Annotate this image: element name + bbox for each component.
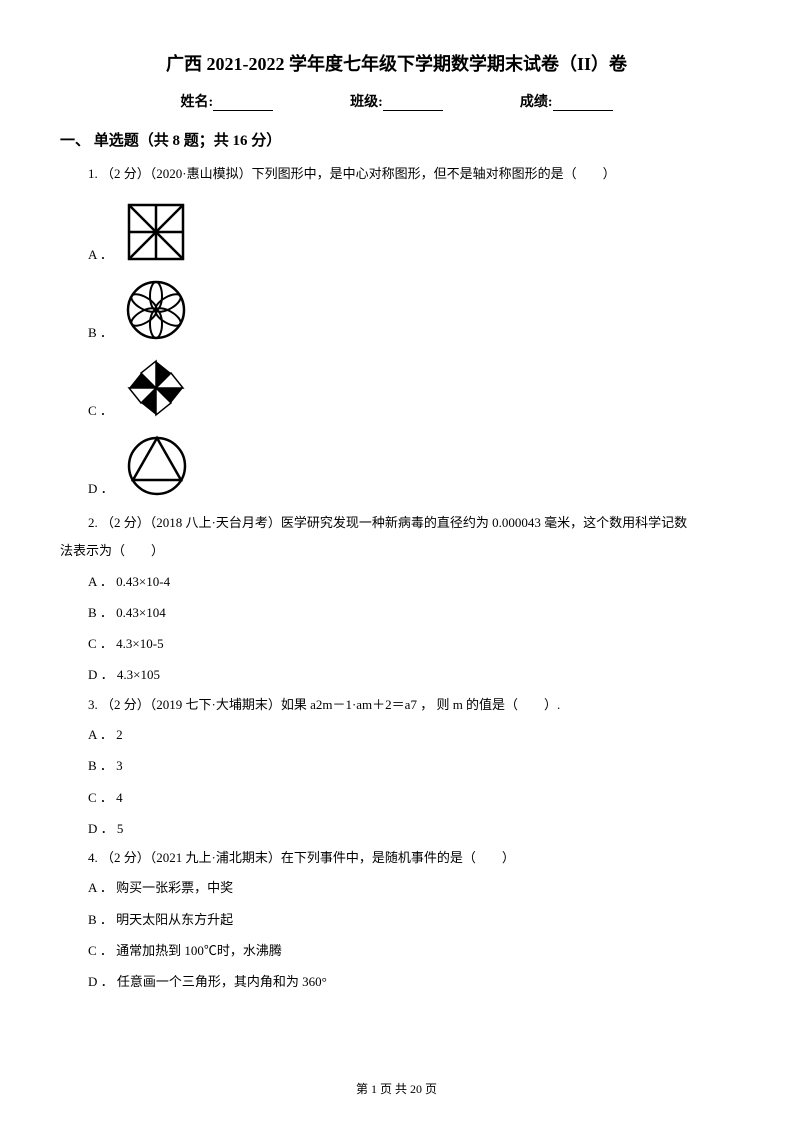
exam-title: 广西 2021-2022 学年度七年级下学期数学期末试卷（II）卷 — [60, 50, 733, 76]
q2-option-d: D ． 4.3×105 — [88, 659, 733, 690]
question-1-text: 1. （2 分）（2020·惠山模拟）下列图形中，是中心对称图形，但不是轴对称图… — [88, 160, 733, 189]
q1-option-a: A ． — [88, 197, 733, 267]
q1-opt-c-label: C ． — [88, 400, 113, 423]
page-footer: 第 1 页 共 20 页 — [0, 1080, 793, 1097]
q3-option-b: B ． 3 — [88, 750, 733, 781]
q3-option-c: C ． 4 — [88, 782, 733, 813]
q4-option-b: B ． 明天太阳从东方升起 — [88, 904, 733, 935]
q1-option-b: B ． — [88, 275, 733, 345]
shape-flower-circle-icon — [121, 275, 191, 345]
q2-option-a: A ． 0.43×10-4 — [88, 566, 733, 597]
q4-option-c: C ． 通常加热到 100℃时，水沸腾 — [88, 935, 733, 966]
q3-option-a: A ． 2 — [88, 719, 733, 750]
score-blank[interactable] — [553, 97, 613, 111]
student-info-row: 姓名: 班级: 成绩: — [60, 91, 733, 111]
q3-option-d: D ． 5 — [88, 813, 733, 844]
q2-option-c: C ． 4.3×10-5 — [88, 628, 733, 659]
q1-opt-a-label: A ． — [88, 244, 113, 267]
shape-triangle-circle-icon — [122, 431, 192, 501]
q1-opt-b-label: B ． — [88, 322, 113, 345]
class-label: 班级: — [350, 91, 383, 111]
question-2-text2: 法表示为（ ） — [60, 537, 733, 566]
q2-option-b: B ． 0.43×104 — [88, 597, 733, 628]
shape-pinwheel-icon — [121, 353, 191, 423]
question-4-text: 4. （2 分）（2021 九上·浦北期末）在下列事件中，是随机事件的是（ ） — [88, 844, 733, 873]
q1-option-d: D ． — [88, 431, 733, 501]
score-label: 成绩: — [520, 91, 553, 111]
q1-option-c: C ． — [88, 353, 733, 423]
shape-square-diagonals-icon — [121, 197, 191, 267]
name-blank[interactable] — [213, 97, 273, 111]
question-3-text: 3. （2 分）（2019 七下·大埔期末）如果 a2m－1·am＋2＝a7 ，… — [88, 691, 733, 720]
class-blank[interactable] — [383, 97, 443, 111]
q4-option-a: A ． 购买一张彩票，中奖 — [88, 872, 733, 903]
question-2-text: 2. （2 分）（2018 八上·天台月考）医学研究发现一种新病毒的直径约为 0… — [88, 509, 733, 538]
name-label: 姓名: — [180, 91, 213, 111]
q4-option-d: D ． 任意画一个三角形，其内角和为 360° — [88, 966, 733, 997]
q1-opt-d-label: D ． — [88, 478, 114, 501]
section-1-header: 一、 单选题（共 8 题；共 16 分） — [60, 129, 733, 150]
